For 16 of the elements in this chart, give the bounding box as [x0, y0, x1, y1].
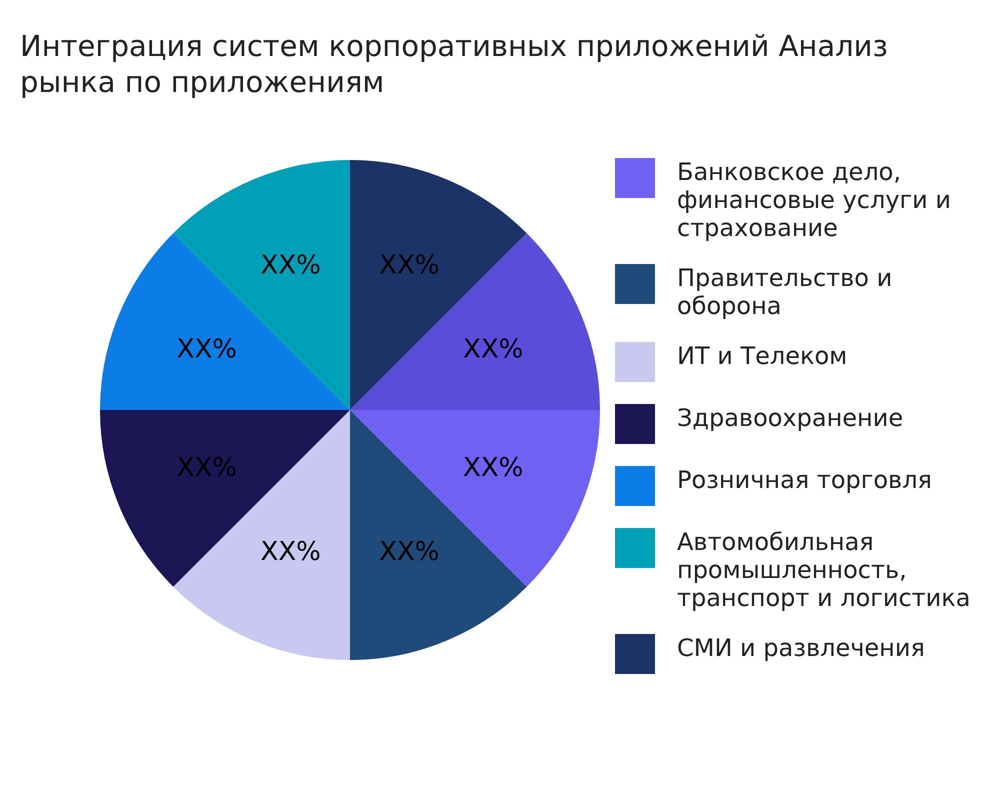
- data-label: XX%: [260, 250, 321, 281]
- data-label: XX%: [260, 536, 321, 567]
- legend-label: Правительство и оборона: [677, 264, 894, 320]
- data-label: XX%: [176, 334, 237, 364]
- data-label: XX%: [379, 536, 440, 567]
- data-label: XX%: [463, 453, 524, 484]
- legend-label: СМИ и развлечения: [677, 634, 925, 662]
- legend-label: Автомобильная промышленность, транспорт и логистика: [677, 528, 972, 612]
- legend-label: Здравоохранение: [677, 404, 904, 432]
- data-label: XX%: [379, 250, 440, 281]
- legend-label: ИТ и Телеком: [677, 342, 848, 370]
- chart-title: Интеграция систем корпоративных приложений Анализ рынка по приложениям: [20, 28, 889, 100]
- data-label: XX%: [176, 453, 237, 484]
- legend-label: Банковское дело, финансовые услуги и страхование: [677, 158, 952, 242]
- legend-label: Розничная торговля: [677, 466, 932, 494]
- data-label: XX%: [463, 334, 524, 364]
